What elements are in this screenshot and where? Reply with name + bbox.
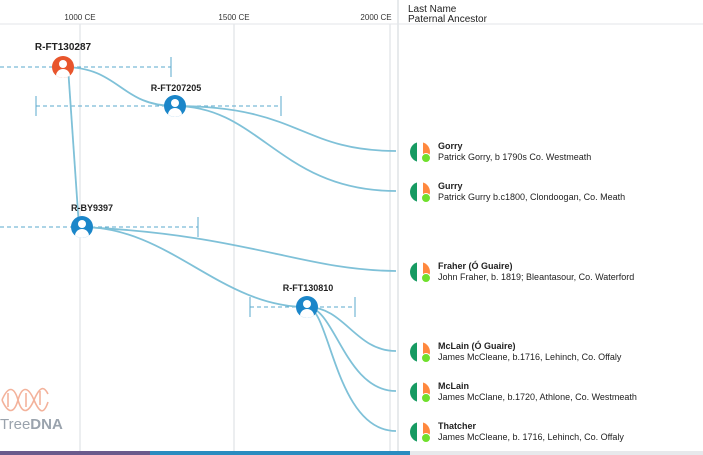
person-icon-body	[300, 309, 314, 318]
ancestor-row[interactable]: Fraher (Ó Guaire) John Fraher, b. 1819; …	[408, 260, 703, 286]
ancestor-description: Patrick Gorry, b 1790s Co. Westmeath	[438, 152, 592, 162]
match-status-dot	[421, 153, 431, 163]
axis-tick-1500: 1500 CE	[218, 13, 250, 22]
match-status-dot	[421, 433, 431, 443]
ancestor-row[interactable]: Gurry Patrick Gurry b.c1800, Clondoogan,…	[408, 180, 703, 206]
node-label-r-ft130810: R-FT130810	[282, 283, 334, 293]
match-status-dot	[421, 273, 431, 283]
header-last-name: Last Name	[408, 4, 457, 15]
ireland-flag-icon	[410, 422, 430, 442]
node-label-r-ft207205: R-FT207205	[150, 83, 202, 93]
header-paternal-ancestor: Paternal Ancestor	[408, 14, 487, 25]
ireland-flag-icon	[410, 342, 430, 362]
node-r-ft130287[interactable]	[52, 56, 74, 78]
axis-tick-1000: 1000 CE	[64, 13, 96, 22]
branch-r-ft207205-to-gurry	[174, 105, 397, 192]
match-status-dot	[421, 353, 431, 363]
axis-tick-2000: 2000 CE	[360, 13, 392, 22]
ancestor-description: John Fraher, b. 1819; Bleantasour, Co. W…	[438, 272, 635, 282]
branch-root-to-r-by9397	[67, 66, 80, 228]
branch-r-by9397-to-r-ft130810	[81, 226, 308, 308]
logo-suffix: DNA	[30, 416, 63, 433]
dna-helix-logo-icon	[1, 387, 49, 412]
ancestor-surname: Fraher (Ó Guaire)	[438, 261, 513, 271]
ancestor-row[interactable]: McLain James McClane, b.1720, Athlone, C…	[408, 380, 703, 406]
ancestor-surname: Gorry	[438, 141, 463, 151]
ancestor-surname: McLain	[438, 381, 470, 391]
ireland-flag-icon	[410, 182, 430, 202]
ireland-flag-icon	[410, 262, 430, 282]
ancestor-row[interactable]: Gorry Patrick Gorry, b 1790s Co. Westmea…	[408, 140, 703, 166]
ancestor-description: Patrick Gurry b.c1800, Clondoogan, Co. M…	[438, 192, 626, 202]
bottom-bar-segment	[410, 451, 703, 455]
column-header: Last Name Paternal Ancestor	[408, 5, 487, 25]
match-status-dot	[421, 393, 431, 403]
node-label-r-by9397: R-BY9397	[70, 203, 114, 213]
person-icon-head	[303, 300, 311, 308]
ancestor-surname: Thatcher	[438, 421, 477, 431]
ancestor-surname: McLain (Ó Guaire)	[438, 341, 516, 351]
branch-r-ft130810-to-mclain-o-guaire	[306, 306, 397, 352]
person-icon-body	[75, 229, 89, 238]
bottom-accent-bar	[0, 451, 703, 455]
node-r-ft130810[interactable]	[296, 296, 318, 318]
node-r-by9397[interactable]	[71, 216, 93, 238]
ancestor-description: James McCleane, b.1716, Lehinch, Co. Off…	[438, 352, 622, 362]
match-status-dot	[421, 193, 431, 203]
logo-prefix: Tree	[0, 416, 31, 433]
person-icon-head	[171, 99, 179, 107]
branch-r-ft130810-to-thatcher	[306, 306, 397, 432]
ancestor-description: James McCleane, b. 1716, Lehinch, Co. Of…	[438, 432, 624, 442]
node-r-ft207205[interactable]	[164, 95, 186, 117]
bottom-bar-segment	[0, 451, 150, 455]
person-icon-body	[168, 108, 182, 117]
branch-r-by9397-to-fraher	[81, 226, 397, 272]
ancestor-row[interactable]: McLain (Ó Guaire) James McCleane, b.1716…	[408, 340, 703, 366]
node-label-r-ft130287: R-FT130287	[34, 42, 92, 53]
bottom-bar-segment	[150, 451, 410, 455]
ancestor-description: James McClane, b.1720, Athlone, Co. West…	[438, 392, 637, 402]
logo-wordmark: TreeDNA	[0, 416, 63, 433]
person-icon-head	[59, 60, 67, 68]
person-icon-head	[78, 220, 86, 228]
ireland-flag-icon	[410, 382, 430, 402]
person-icon-body	[56, 69, 70, 78]
ireland-flag-icon	[410, 142, 430, 162]
branch-r-ft207205-to-gorry	[174, 105, 397, 152]
branch-root-to-r-ft207205	[62, 66, 176, 107]
ancestor-surname: Gurry	[438, 181, 463, 191]
ancestor-row[interactable]: Thatcher James McCleane, b. 1716, Lehinc…	[408, 420, 703, 446]
